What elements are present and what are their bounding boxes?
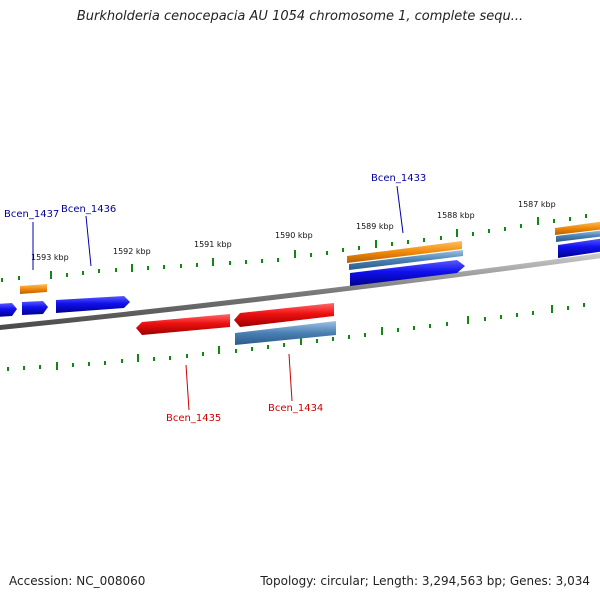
cds-feature-bcen-1435[interactable]: [136, 314, 230, 335]
forward-tick-track: [1, 214, 587, 282]
cds-feature-right[interactable]: [558, 238, 600, 258]
cds-feature-bcen-1436[interactable]: [56, 296, 130, 313]
gene-label-bcen-1436[interactable]: Bcen_1436: [61, 204, 116, 215]
kbp-label: 1593 kbp: [31, 253, 69, 262]
cds-forward-arrow[interactable]: [0, 303, 17, 317]
kbp-label: 1587 kbp: [518, 200, 556, 209]
cds-feature-bcen-1433[interactable]: [350, 260, 465, 286]
mrna-feature-right[interactable]: [556, 230, 600, 242]
kbp-label: 1591 kbp: [194, 240, 232, 249]
kbp-label: 1590 kbp: [275, 231, 313, 240]
topology-text: Topology: circular; Length: 3,294,563 bp…: [260, 574, 590, 588]
gene-label-bcen-1434[interactable]: Bcen_1434: [268, 403, 323, 414]
gene-feature-bcen-1433[interactable]: [347, 241, 462, 263]
kbp-label: 1592 kbp: [113, 247, 151, 256]
kbp-label: 1589 kbp: [356, 222, 394, 231]
mrna-feature-bcen-1434[interactable]: [235, 321, 336, 345]
gene-feature-bcen-1437[interactable]: [20, 284, 47, 294]
cds-feature-bcen-1437[interactable]: [22, 301, 48, 315]
reverse-tick-track: [7, 303, 585, 371]
gene-label-bcen-1433[interactable]: Bcen_1433: [371, 173, 426, 184]
gene-label-bcen-1435[interactable]: Bcen_1435: [166, 413, 221, 424]
backbone-arc: [0, 253, 600, 331]
cds-feature-bcen-1434[interactable]: [234, 303, 334, 327]
kbp-label: 1588 kbp: [437, 211, 475, 220]
accession-text: Accession: NC_008060: [9, 574, 146, 588]
map-title: Burkholderia cenocepacia AU 1054 chromos…: [76, 9, 524, 24]
mrna-feature-bcen-1433[interactable]: [349, 250, 463, 270]
label-leaders: [32, 185, 404, 411]
gene-feature-right[interactable]: [555, 221, 600, 235]
gene-label-bcen-1437[interactable]: Bcen_1437: [4, 209, 59, 220]
